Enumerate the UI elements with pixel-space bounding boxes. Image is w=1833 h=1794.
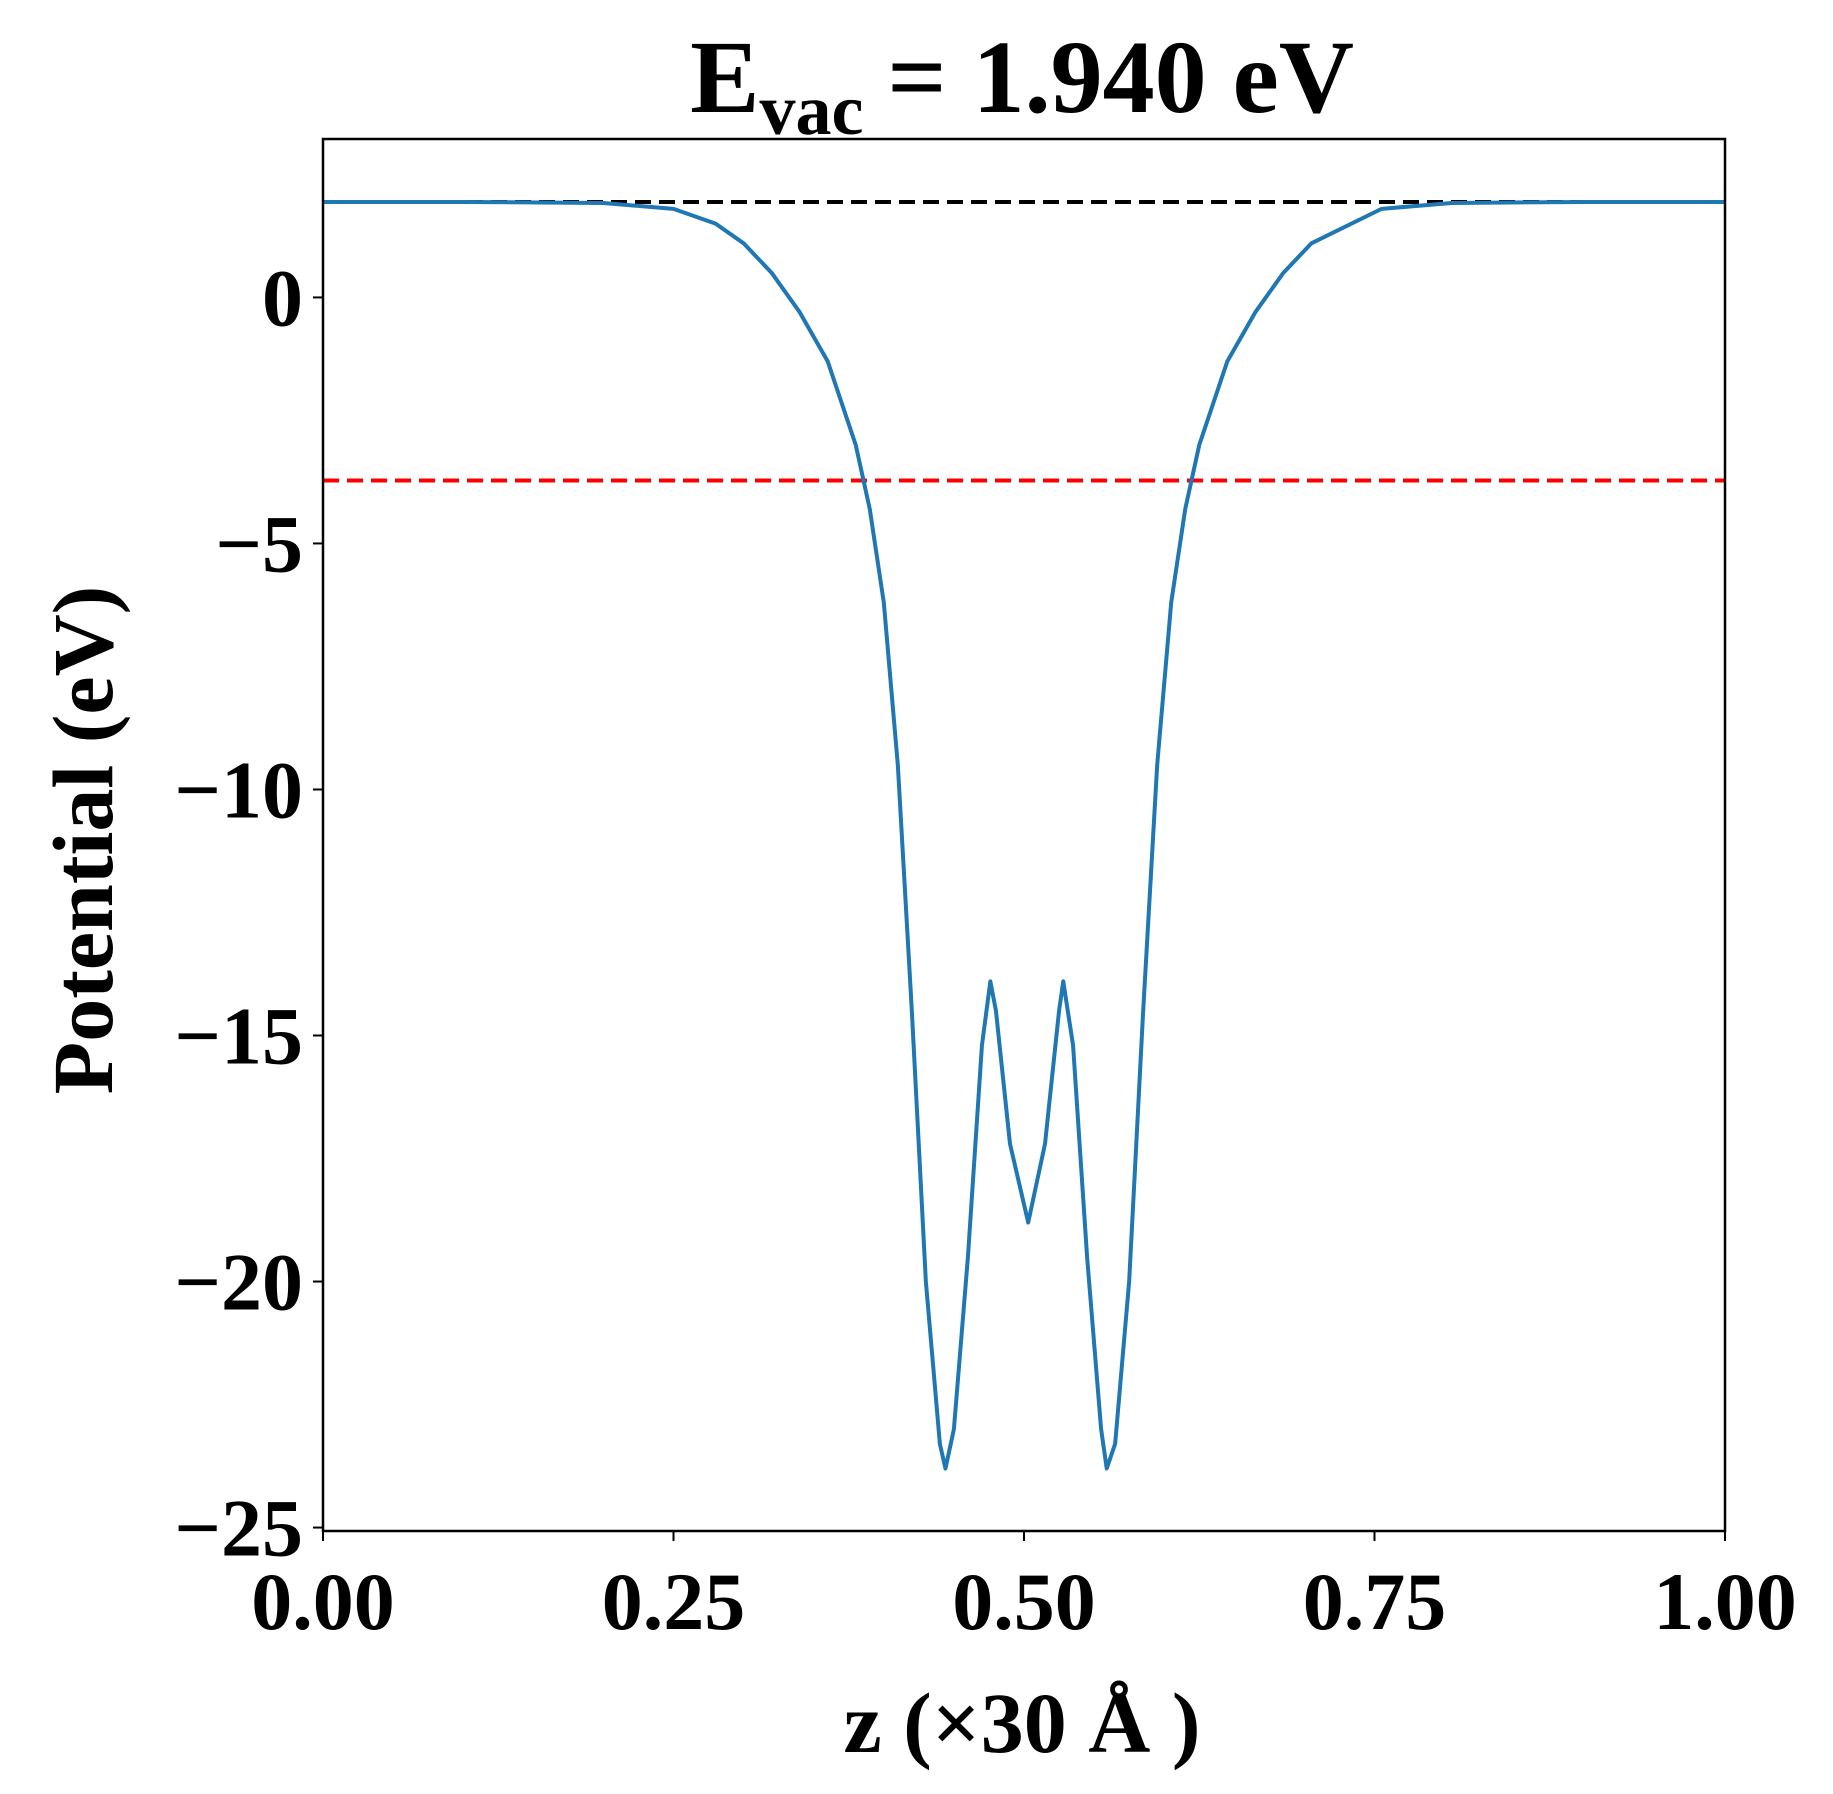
y-tick-label: −15 — [174, 991, 303, 1082]
x-tick-label: 1.00 — [1653, 1556, 1797, 1647]
x-tick-label: 0.00 — [251, 1556, 395, 1647]
x-tick-label: 0.50 — [952, 1556, 1096, 1647]
y-axis-label: Potential (eV) — [35, 586, 131, 1095]
x-tick-label: 0.75 — [1303, 1556, 1447, 1647]
y-tick-label: −10 — [174, 744, 303, 835]
y-tick-label: −5 — [215, 498, 303, 589]
title-subscript: vac — [759, 70, 863, 150]
plot-frame — [321, 137, 1727, 1533]
title-main: E — [690, 20, 759, 135]
y-tick-label: −20 — [174, 1237, 303, 1328]
data-line — [323, 199, 1725, 1471]
y-tick-label: 0 — [262, 252, 303, 343]
x-axis-label: z (×30 Å ) — [843, 1675, 1200, 1771]
chart-title: Evac = 1.940 eV — [690, 20, 1354, 150]
y-tick-label: −25 — [174, 1483, 303, 1574]
x-tick-label: 0.25 — [602, 1556, 746, 1647]
title-rest: = 1.940 eV — [887, 20, 1354, 135]
